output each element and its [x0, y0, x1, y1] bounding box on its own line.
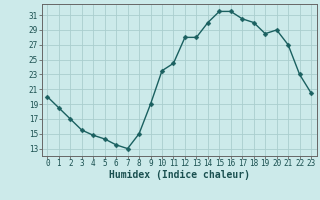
X-axis label: Humidex (Indice chaleur): Humidex (Indice chaleur) [109, 170, 250, 180]
